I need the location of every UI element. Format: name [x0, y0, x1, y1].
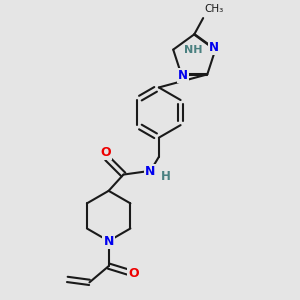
Text: O: O — [128, 267, 139, 280]
Text: N: N — [209, 41, 219, 54]
Text: NH: NH — [184, 45, 202, 55]
Text: CH₃: CH₃ — [205, 4, 224, 14]
Text: N: N — [145, 165, 155, 178]
Text: H: H — [161, 170, 171, 183]
Text: O: O — [100, 146, 111, 159]
Text: N: N — [178, 69, 188, 82]
Text: N: N — [103, 235, 114, 248]
